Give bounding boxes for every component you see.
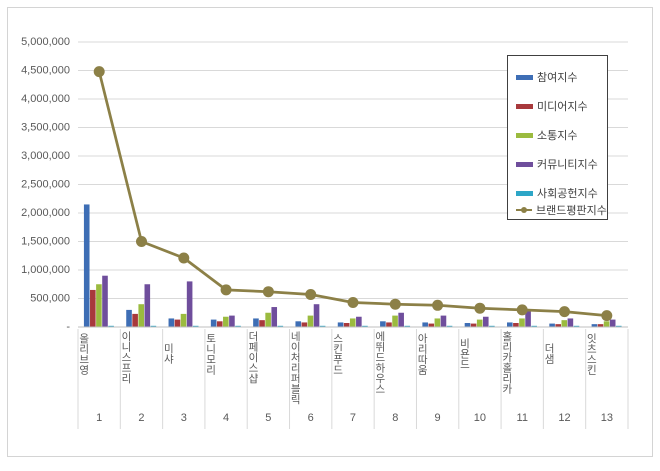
svg-text:4,500,000: 4,500,000 <box>21 65 70 77</box>
svg-text:1,500,000: 1,500,000 <box>21 236 70 248</box>
svg-text:4,000,000: 4,000,000 <box>21 93 70 105</box>
svg-text:3,000,000: 3,000,000 <box>21 150 70 162</box>
svg-text:1,000,000: 1,000,000 <box>21 264 70 276</box>
svg-text:-: - <box>66 321 70 333</box>
svg-text:500,000: 500,000 <box>30 293 70 305</box>
svg-text:3,500,000: 3,500,000 <box>21 122 70 134</box>
svg-text:2,500,000: 2,500,000 <box>21 179 70 191</box>
svg-text:5,000,000: 5,000,000 <box>21 36 70 48</box>
svg-text:2,000,000: 2,000,000 <box>21 207 70 219</box>
